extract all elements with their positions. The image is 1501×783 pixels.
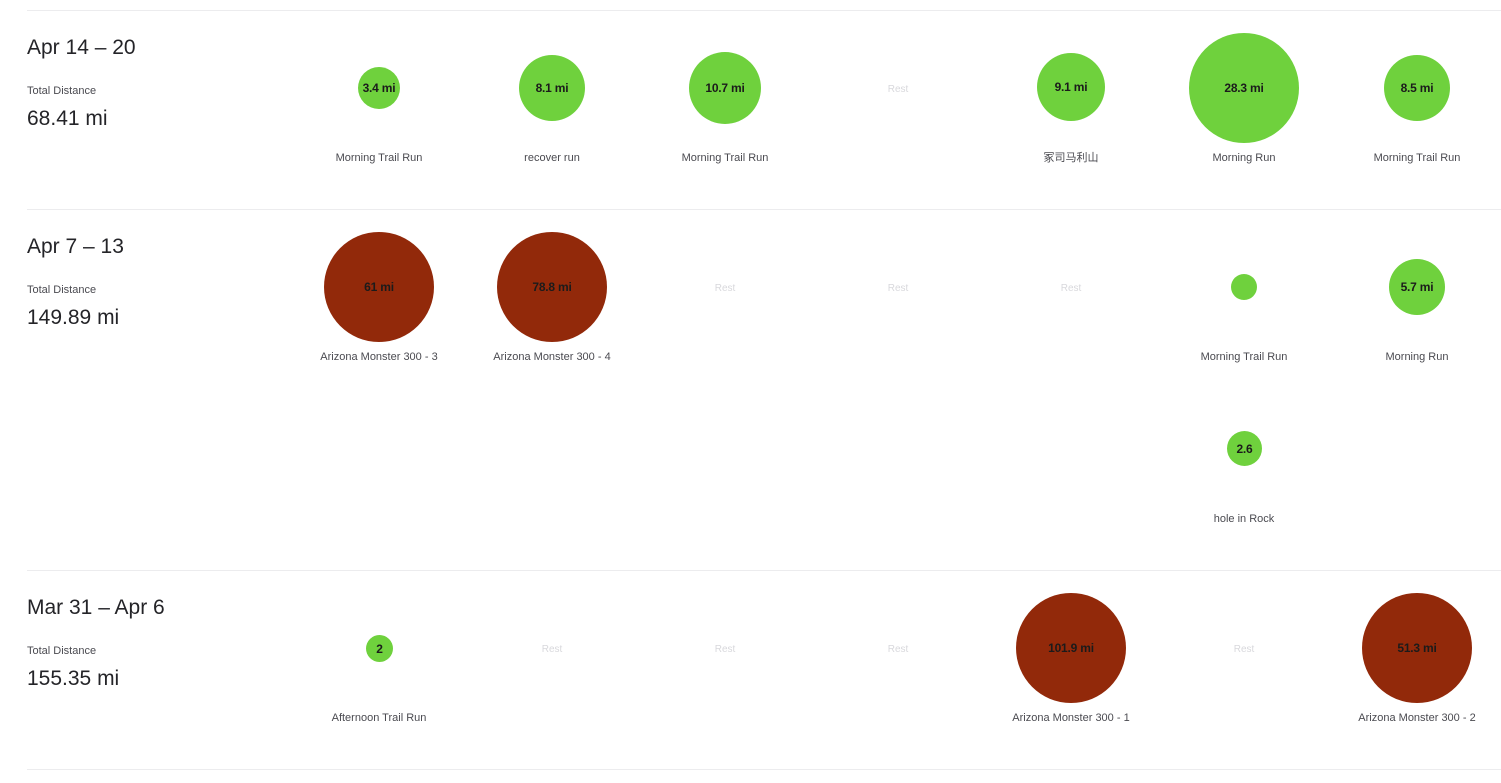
divider [27, 209, 1501, 210]
week-title: Mar 31 – Apr 6 [27, 596, 165, 619]
activity-bubble[interactable]: 101.9 mi [1016, 593, 1126, 703]
activity-name[interactable]: Morning Trail Run [1373, 152, 1461, 164]
activity-bubble[interactable]: 61 mi [324, 232, 434, 342]
activity-name[interactable]: hole in Rock [1213, 513, 1275, 525]
total-distance-label: Total Distance [27, 85, 97, 97]
activity-bubble[interactable]: 3.4 mi [358, 67, 400, 109]
rest-day-label: Rest [887, 644, 909, 655]
rest-day-label: Rest [887, 84, 909, 95]
activity-bubble[interactable]: 5.7 mi [1389, 259, 1445, 315]
total-distance-value: 149.89 mi [27, 306, 120, 329]
activity-name[interactable]: 冢司马利山 [1043, 152, 1099, 164]
activity-name[interactable]: Morning Trail Run [335, 152, 423, 164]
activity-name[interactable]: Morning Trail Run [681, 152, 769, 164]
rest-day-label: Rest [541, 644, 563, 655]
activity-bubble[interactable]: 8.1 mi [519, 55, 585, 121]
activity-bubble[interactable] [1231, 274, 1257, 300]
rest-day-label: Rest [1060, 283, 1082, 294]
divider [27, 10, 1501, 11]
total-distance-label: Total Distance [27, 645, 97, 657]
activity-bubble[interactable]: 8.5 mi [1384, 55, 1450, 121]
activity-name[interactable]: Arizona Monster 300 - 2 [1358, 712, 1476, 724]
activity-name[interactable]: Arizona Monster 300 - 3 [320, 351, 438, 363]
week-title: Apr 14 – 20 [27, 36, 136, 59]
total-distance-value: 68.41 mi [27, 107, 108, 130]
activity-bubble[interactable]: 2.6 [1227, 431, 1262, 466]
activity-name[interactable]: Afternoon Trail Run [331, 712, 427, 724]
activity-bubble[interactable]: 10.7 mi [689, 52, 761, 124]
total-distance-label: Total Distance [27, 284, 97, 296]
total-distance-value: 155.35 mi [27, 667, 120, 690]
activity-name[interactable]: Morning Run [1212, 152, 1276, 164]
week-title: Apr 7 – 13 [27, 235, 124, 258]
rest-day-label: Rest [1233, 644, 1255, 655]
activity-bubble[interactable]: 9.1 mi [1037, 53, 1105, 121]
divider [27, 769, 1501, 770]
rest-day-label: Rest [714, 283, 736, 294]
activity-name[interactable]: recover run [524, 152, 580, 164]
activity-name[interactable]: Arizona Monster 300 - 4 [493, 351, 611, 363]
divider [27, 570, 1501, 571]
rest-day-label: Rest [714, 644, 736, 655]
activity-bubble[interactable]: 51.3 mi [1362, 593, 1472, 703]
rest-day-label: Rest [887, 283, 909, 294]
activity-bubble[interactable]: 78.8 mi [497, 232, 607, 342]
activity-name[interactable]: Morning Run [1385, 351, 1449, 363]
activity-name[interactable]: Arizona Monster 300 - 1 [1012, 712, 1130, 724]
activity-bubble[interactable]: 2 [366, 635, 393, 662]
activity-name[interactable]: Morning Trail Run [1200, 351, 1288, 363]
activity-bubble[interactable]: 28.3 mi [1189, 33, 1299, 143]
